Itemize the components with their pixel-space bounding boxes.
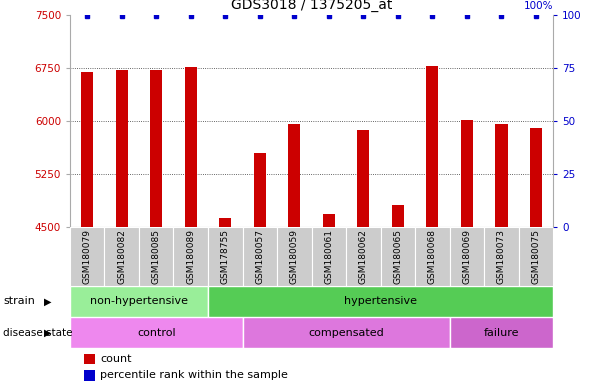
Bar <box>426 66 438 227</box>
Bar <box>461 119 473 227</box>
Bar <box>450 317 553 348</box>
Bar <box>150 70 162 227</box>
Text: compensated: compensated <box>308 328 384 338</box>
Bar <box>392 205 404 227</box>
Text: GSM180075: GSM180075 <box>531 229 541 284</box>
Text: GSM180059: GSM180059 <box>290 229 299 284</box>
Bar <box>243 317 450 348</box>
Text: GSM180062: GSM180062 <box>359 229 368 284</box>
Title: GDS3018 / 1375205_at: GDS3018 / 1375205_at <box>231 0 392 12</box>
Bar <box>219 218 231 227</box>
Text: percentile rank within the sample: percentile rank within the sample <box>100 370 288 381</box>
Text: GSM180061: GSM180061 <box>324 229 333 284</box>
Bar <box>208 286 553 317</box>
Text: ▶: ▶ <box>44 328 51 338</box>
Bar <box>311 227 346 286</box>
Bar <box>381 227 415 286</box>
Text: 100%: 100% <box>523 1 553 11</box>
Bar <box>70 317 243 348</box>
Bar <box>254 153 266 227</box>
Bar <box>70 227 105 286</box>
Bar <box>139 227 173 286</box>
Text: ▶: ▶ <box>44 296 51 306</box>
Bar <box>323 214 335 227</box>
Bar <box>288 124 300 227</box>
Text: GSM180073: GSM180073 <box>497 229 506 284</box>
Bar <box>277 227 311 286</box>
Bar <box>185 68 197 227</box>
Bar <box>519 227 553 286</box>
Bar <box>116 70 128 227</box>
Text: GSM180082: GSM180082 <box>117 229 126 284</box>
Bar <box>530 128 542 227</box>
Text: control: control <box>137 328 176 338</box>
Text: GSM178755: GSM178755 <box>221 229 230 284</box>
Bar <box>173 227 208 286</box>
Text: strain: strain <box>3 296 35 306</box>
Bar <box>208 227 243 286</box>
Text: disease state: disease state <box>3 328 72 338</box>
Bar <box>85 354 95 364</box>
Bar <box>70 286 208 317</box>
Text: GSM180085: GSM180085 <box>152 229 161 284</box>
Text: non-hypertensive: non-hypertensive <box>90 296 188 306</box>
Text: GSM180069: GSM180069 <box>463 229 471 284</box>
Bar <box>243 227 277 286</box>
Text: failure: failure <box>484 328 519 338</box>
Text: GSM180057: GSM180057 <box>255 229 264 284</box>
Bar <box>81 72 93 227</box>
Bar <box>450 227 484 286</box>
Text: GSM180089: GSM180089 <box>186 229 195 284</box>
Bar <box>105 227 139 286</box>
Bar <box>484 227 519 286</box>
Bar <box>85 370 95 381</box>
Text: GSM180068: GSM180068 <box>428 229 437 284</box>
Bar <box>415 227 450 286</box>
Bar <box>358 130 370 227</box>
Text: hypertensive: hypertensive <box>344 296 417 306</box>
Text: GSM180065: GSM180065 <box>393 229 402 284</box>
Bar <box>346 227 381 286</box>
Bar <box>496 124 508 227</box>
Text: count: count <box>100 354 131 364</box>
Text: GSM180079: GSM180079 <box>83 229 92 284</box>
